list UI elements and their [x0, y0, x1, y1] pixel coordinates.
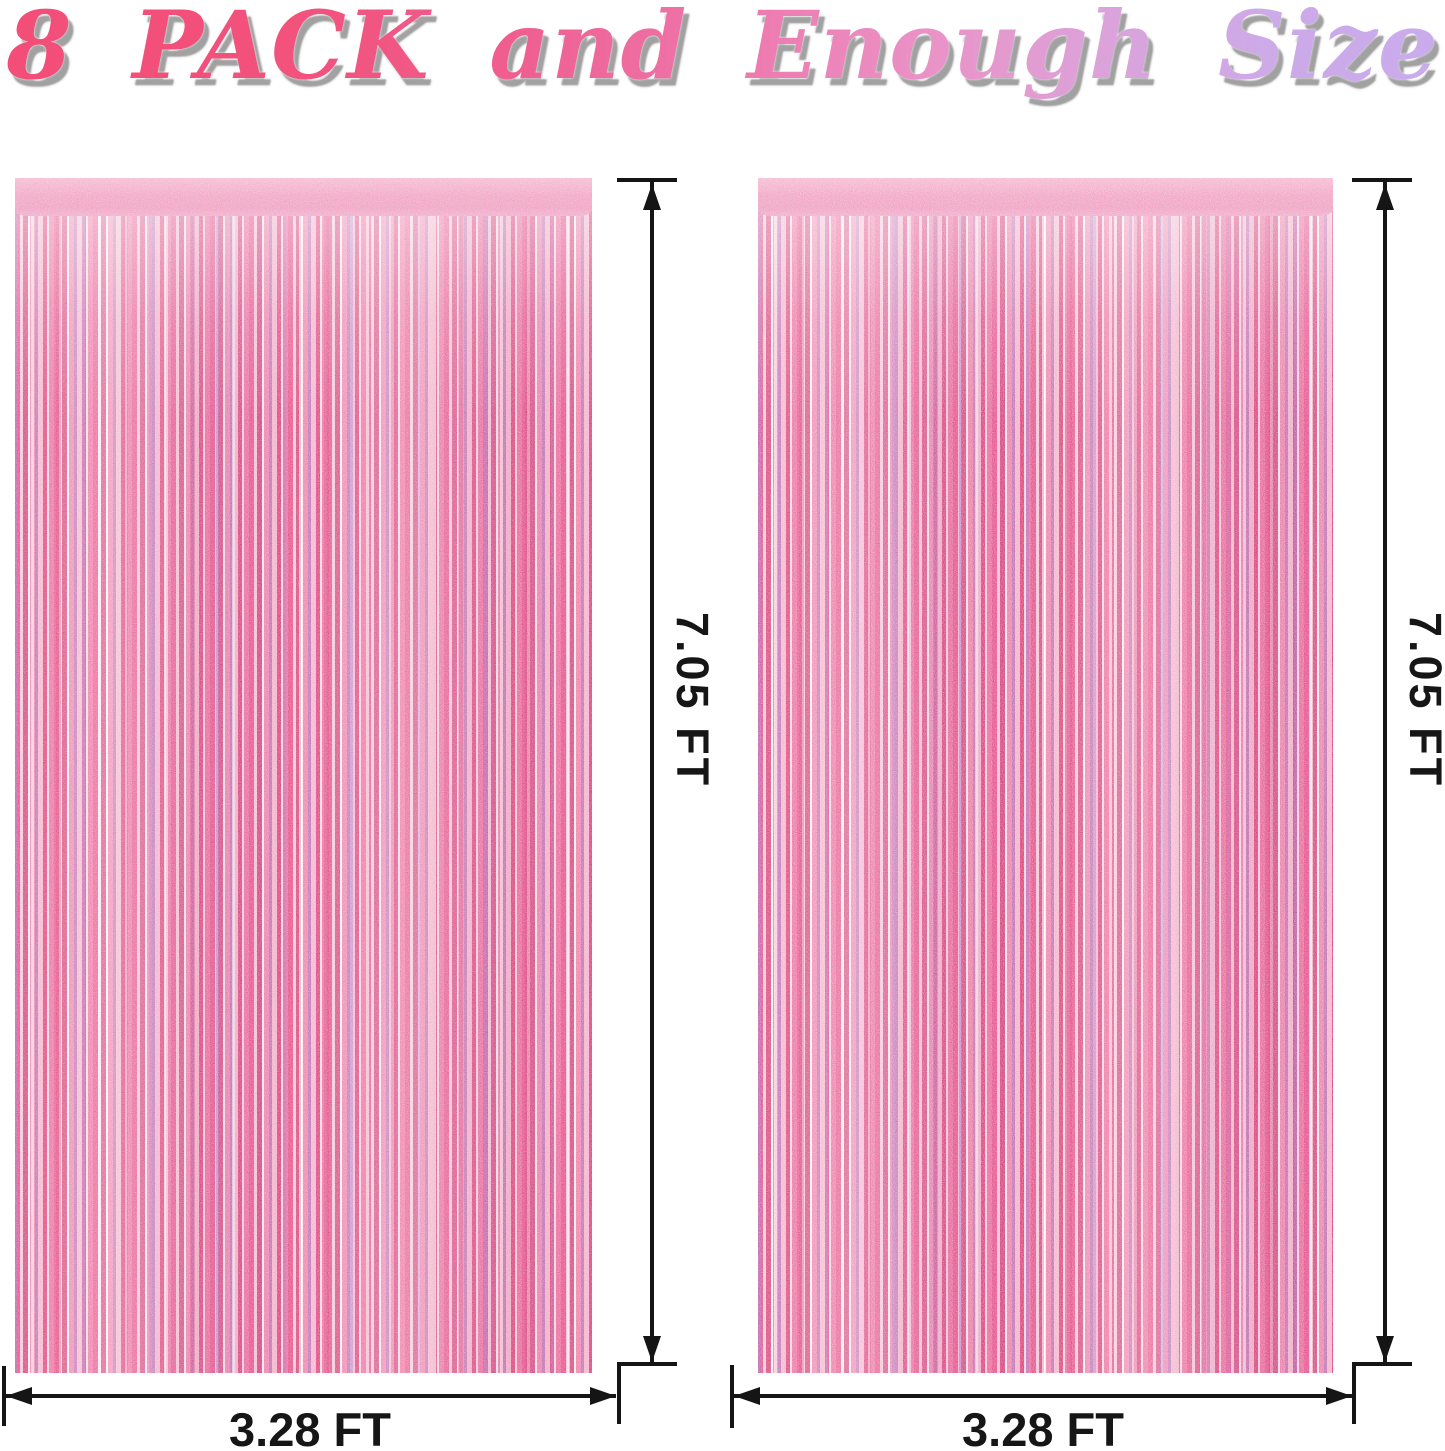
arrow-down-icon: [1376, 1336, 1394, 1362]
extension-tick: [1352, 1362, 1356, 1424]
arrow-left-icon: [6, 1387, 32, 1405]
arrow-left-icon: [734, 1387, 760, 1405]
dimension-line-horizontal: [6, 1394, 616, 1398]
extension-tick: [730, 1365, 734, 1428]
height-value-label: 7.05 FT: [1400, 612, 1445, 789]
dimension-cap-bottom: [1352, 1362, 1412, 1366]
extension-tick: [617, 1362, 621, 1424]
width-value-label: 3.28 FT: [229, 1403, 391, 1451]
extension-tick: [2, 1366, 6, 1426]
dimension-line-vertical: [650, 182, 654, 1362]
dimension-cap-top: [617, 178, 677, 182]
width-value-label: 3.28 FT: [962, 1403, 1124, 1451]
curtain-fringe: [15, 208, 592, 1373]
curtain-fringe: [758, 208, 1333, 1373]
foil-curtain-image-right: [758, 178, 1333, 1373]
dimension-cap-top: [1352, 178, 1412, 182]
height-value-label: 7.05 FT: [667, 612, 718, 789]
dimension-line-vertical: [1383, 182, 1387, 1362]
arrow-up-icon: [1376, 184, 1394, 210]
dimension-cap-bottom: [617, 1362, 677, 1366]
arrow-right-icon: [590, 1387, 616, 1405]
foil-curtain-image-left: [15, 178, 592, 1373]
page-title: 8 PACK and Enough Size: [0, 0, 1445, 100]
curtain-rod-pocket: [758, 178, 1333, 216]
curtain-rod-pocket: [15, 178, 592, 216]
dimension-line-horizontal: [734, 1394, 1352, 1398]
arrow-up-icon: [643, 184, 661, 210]
arrow-down-icon: [643, 1336, 661, 1362]
arrow-right-icon: [1326, 1387, 1352, 1405]
